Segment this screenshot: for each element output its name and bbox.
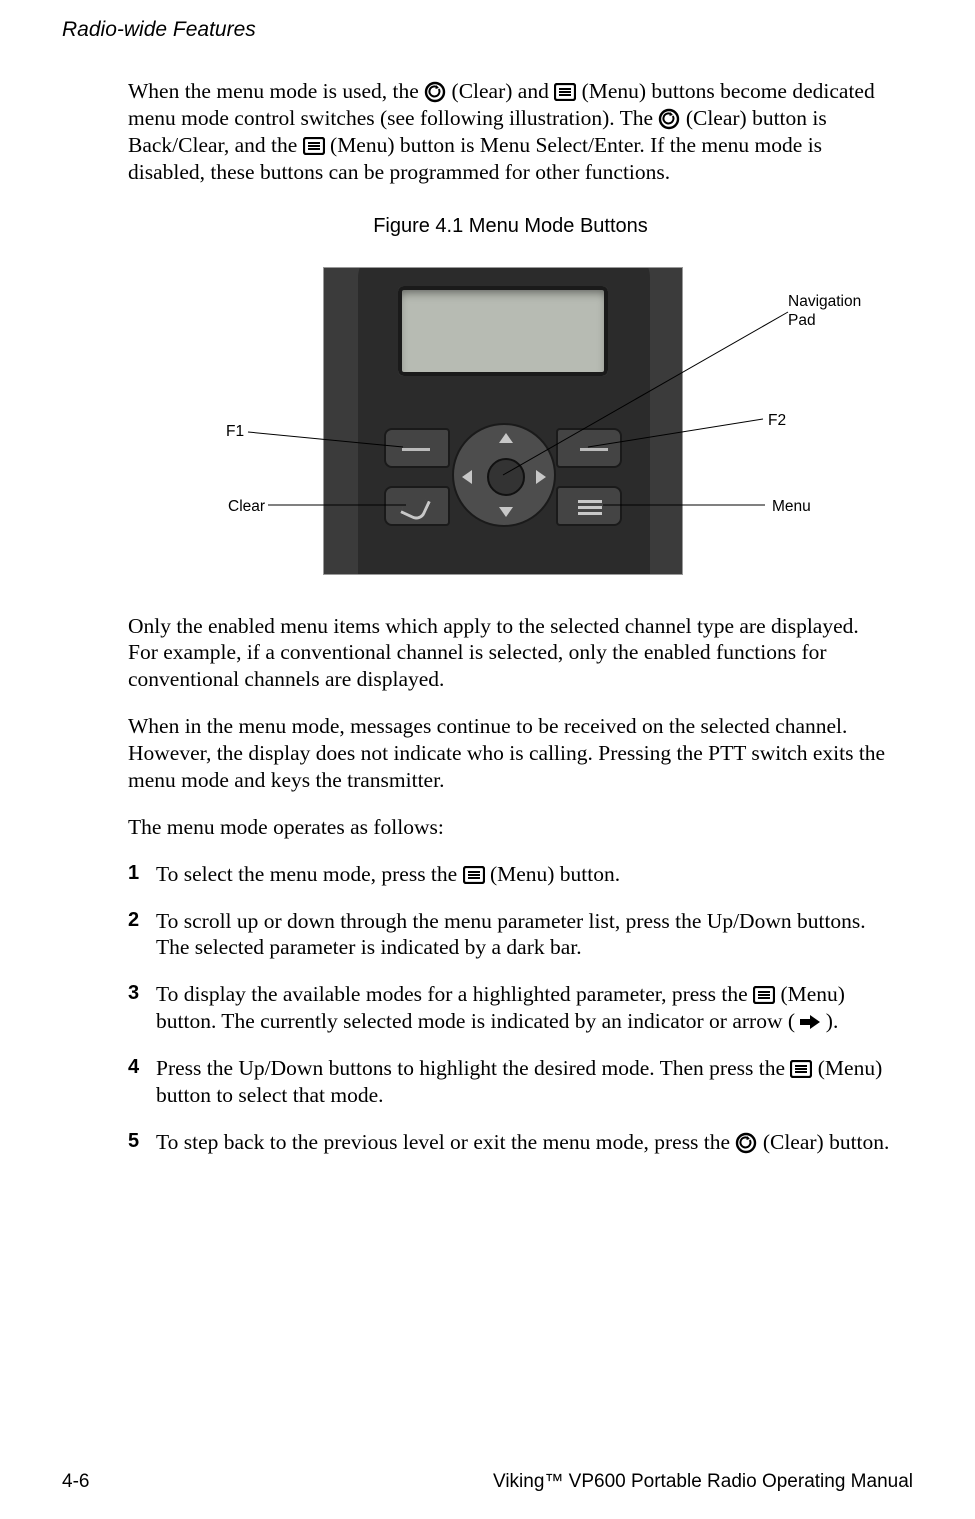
step-4: 4 Press the Up/Down buttons to highlight… (128, 1055, 893, 1109)
clear-icon (658, 108, 680, 130)
step-3: 3 To display the available modes for a h… (128, 981, 893, 1035)
step-text: Press the Up/Down buttons to highlight t… (156, 1056, 790, 1080)
radio-photo (323, 267, 683, 575)
clear-button (384, 486, 450, 526)
navpad-up-icon (499, 433, 513, 443)
annotation-menu: Menu (772, 497, 811, 516)
navpad-center (487, 458, 525, 496)
step-5: 5 To step back to the previous level or … (128, 1129, 893, 1156)
arrow-icon (800, 1015, 820, 1029)
navpad-left-icon (462, 470, 472, 484)
menu-icon (753, 986, 775, 1004)
content-area: When the menu mode is used, the (Clear) … (128, 78, 893, 1176)
menu-icon (790, 1060, 812, 1078)
paragraph-menu-mode-messages: When in the menu mode, messages continue… (128, 713, 893, 794)
radio-screen (398, 286, 608, 376)
f1-button (384, 428, 450, 468)
intro-text-2: (Clear) and (452, 79, 555, 103)
menu-icon (554, 83, 576, 101)
step-text: To scroll up or down through the menu pa… (156, 909, 866, 960)
annotation-clear: Clear (228, 497, 265, 516)
step-text: To select the menu mode, press the (156, 862, 463, 886)
step-number: 3 (128, 981, 139, 1006)
footer-manual-title: Viking™ VP600 Portable Radio Operating M… (493, 1471, 913, 1493)
step-1: 1 To select the menu mode, press the (Me… (128, 861, 893, 888)
annotation-f1: F1 (226, 422, 244, 441)
step-text: To display the available modes for a hig… (156, 982, 753, 1006)
paragraph-enabled-items: Only the enabled menu items which apply … (128, 613, 893, 694)
step-number: 1 (128, 861, 139, 886)
step-2: 2 To scroll up or down through the menu … (128, 908, 893, 962)
page: Radio-wide Features When the menu mode i… (0, 0, 975, 1519)
f2-button (556, 428, 622, 468)
annotation-navigation-pad: Navigation Pad (788, 292, 861, 331)
clear-icon (424, 81, 446, 103)
step-text-b: (Clear) button. (763, 1130, 890, 1154)
annotation-f2: F2 (768, 411, 786, 430)
step-number: 4 (128, 1055, 139, 1080)
navigation-pad (452, 423, 556, 527)
menu-icon (463, 866, 485, 884)
step-text-b: (Menu) button. (490, 862, 620, 886)
intro-text-1: When the menu mode is used, the (128, 79, 424, 103)
clear-icon (735, 1132, 757, 1154)
step-number: 5 (128, 1129, 139, 1154)
step-text-c: ). (826, 1009, 839, 1033)
paragraph-operates-as-follows: The menu mode operates as follows: (128, 814, 893, 841)
figure-caption: Figure 4.1 Menu Mode Buttons (128, 214, 893, 239)
figure: Navigation Pad F1 F2 Clear Menu (128, 257, 893, 587)
step-number: 2 (128, 908, 139, 933)
navpad-right-icon (536, 470, 546, 484)
intro-paragraph: When the menu mode is used, the (Clear) … (128, 78, 893, 186)
menu-button (556, 486, 622, 526)
menu-icon (303, 137, 325, 155)
running-header: Radio-wide Features (62, 18, 256, 42)
steps-list: 1 To select the menu mode, press the (Me… (128, 861, 893, 1156)
step-text: To step back to the previous level or ex… (156, 1130, 735, 1154)
footer-page-number: 4-6 (62, 1471, 89, 1493)
navpad-down-icon (499, 507, 513, 517)
